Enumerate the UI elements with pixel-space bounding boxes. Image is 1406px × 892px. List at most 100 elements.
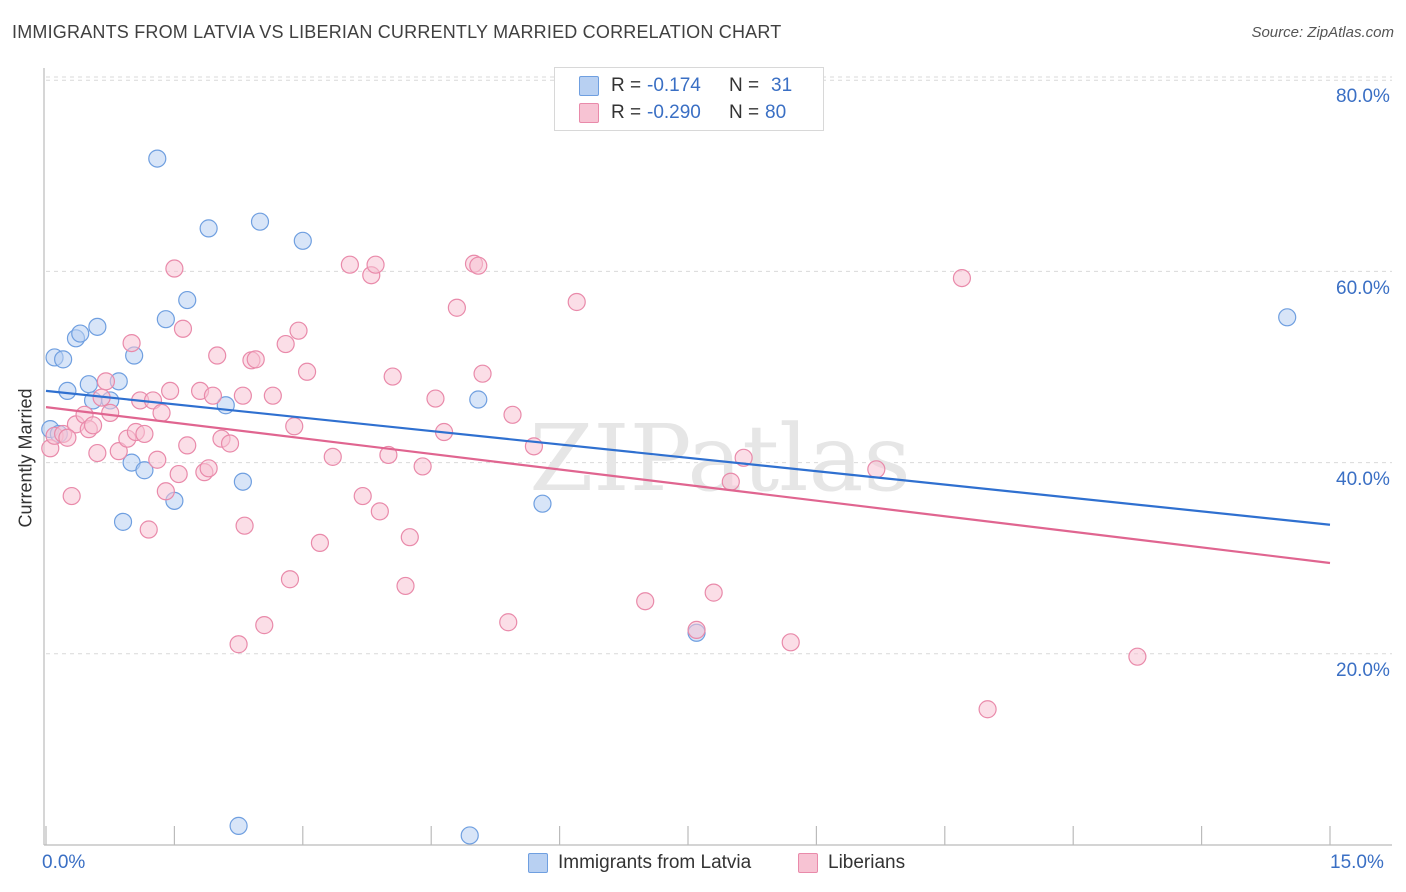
x-tick-max: 15.0% bbox=[1330, 852, 1384, 873]
liberia-point-66 bbox=[567, 292, 586, 312]
liberia-point-11 bbox=[109, 442, 128, 461]
liberia-point-20 bbox=[152, 403, 171, 422]
bottom-legend-latvia: Immigrants from Latvia bbox=[528, 852, 751, 874]
latvia-legend-swatch bbox=[528, 853, 548, 873]
latvia-point-15 bbox=[156, 310, 175, 329]
liberia-point-52 bbox=[379, 445, 398, 465]
latvia-r-value: -0.174 bbox=[647, 75, 701, 96]
legend-row-liberia: R = -0.290 N = 80 bbox=[579, 101, 786, 125]
liberia-point-47 bbox=[340, 255, 359, 274]
latvia-trend-line bbox=[45, 389, 1331, 526]
latvia-point-17 bbox=[178, 290, 197, 310]
liberia-point-9 bbox=[96, 372, 116, 391]
liberia-point-74 bbox=[952, 268, 972, 288]
liberia-point-19 bbox=[148, 450, 167, 469]
liberia-r-label: R = bbox=[611, 102, 642, 123]
liberia-point-77 bbox=[58, 428, 77, 447]
liberia-point-62 bbox=[473, 364, 492, 383]
liberia-point-28 bbox=[199, 459, 218, 478]
y-axis-label: Currently Married bbox=[15, 388, 36, 528]
axes bbox=[43, 68, 1392, 846]
latvia-n-label: N = bbox=[729, 75, 760, 96]
latvia-point-20 bbox=[229, 816, 248, 835]
latvia-legend-label: Immigrants from Latvia bbox=[558, 852, 752, 873]
latvia-r-label: R = bbox=[611, 75, 642, 96]
latvia-point-1 bbox=[54, 350, 73, 369]
y-tick-20: 20.0% bbox=[1336, 660, 1390, 681]
latvia-point-4 bbox=[71, 324, 90, 343]
liberia-n-value: 80 bbox=[765, 102, 787, 123]
latvia-point-18 bbox=[199, 219, 218, 238]
latvia-point-22 bbox=[250, 212, 270, 231]
liberia-point-40 bbox=[276, 334, 295, 354]
liberia-point-50 bbox=[366, 255, 385, 274]
liberia-point-37 bbox=[246, 350, 265, 369]
latvia-point-28 bbox=[1278, 308, 1297, 327]
liberia-point-7 bbox=[88, 443, 107, 463]
liberia-point-13 bbox=[122, 334, 141, 353]
latvia-point-2 bbox=[58, 381, 77, 400]
watermark: ZIPatlas bbox=[529, 405, 910, 512]
liberia-point-54 bbox=[396, 576, 415, 596]
liberia-r-value: -0.290 bbox=[647, 102, 701, 123]
liberia-point-29 bbox=[203, 386, 223, 405]
liberia-point-69 bbox=[704, 583, 723, 602]
liberia-point-55 bbox=[400, 528, 419, 547]
liberia-point-46 bbox=[323, 447, 342, 466]
liberia-point-79 bbox=[161, 381, 180, 400]
trend-lines bbox=[45, 389, 1331, 565]
latvia-point-26 bbox=[533, 494, 552, 513]
liberia-point-25 bbox=[178, 436, 197, 455]
liberia-point-73 bbox=[867, 460, 886, 479]
latvia-point-21 bbox=[233, 472, 252, 491]
liberia-point-75 bbox=[978, 700, 997, 719]
liberia-point-23 bbox=[169, 464, 188, 484]
chart-title: IMMIGRANTS FROM LATVIA VS LIBERIAN CURRE… bbox=[12, 22, 782, 42]
liberia-swatch bbox=[579, 103, 599, 123]
bottom-legend-liberia: Liberians bbox=[798, 852, 905, 874]
liberia-points bbox=[41, 254, 1147, 719]
latvia-point-5 bbox=[79, 375, 98, 394]
liberia-point-51 bbox=[370, 502, 389, 521]
liberia-point-10 bbox=[101, 403, 120, 422]
liberia-point-53 bbox=[383, 367, 402, 386]
liberia-point-71 bbox=[734, 448, 753, 467]
liberia-point-30 bbox=[208, 346, 227, 365]
liberia-point-43 bbox=[289, 321, 308, 340]
liberia-point-21 bbox=[156, 482, 175, 501]
latvia-point-10 bbox=[113, 512, 133, 531]
liberia-point-45 bbox=[310, 533, 330, 553]
liberia-point-78 bbox=[83, 416, 103, 435]
liberia-point-48 bbox=[353, 486, 372, 506]
liberia-point-3 bbox=[62, 486, 81, 506]
liberia-point-38 bbox=[255, 616, 274, 635]
legend-row-latvia: R = -0.174 N = 31 bbox=[579, 74, 792, 98]
y-tick-60: 60.0% bbox=[1336, 278, 1390, 299]
liberia-point-56 bbox=[413, 457, 432, 476]
liberia-trend-line bbox=[45, 406, 1331, 565]
liberia-point-64 bbox=[503, 405, 522, 424]
liberia-n-label: N = bbox=[729, 102, 760, 123]
liberia-point-57 bbox=[426, 389, 445, 408]
liberia-point-32 bbox=[220, 434, 240, 453]
latvia-point-25 bbox=[469, 390, 488, 409]
liberia-legend-swatch bbox=[798, 853, 818, 873]
latvia-point-7 bbox=[88, 317, 107, 336]
latvia-point-23 bbox=[293, 231, 312, 250]
latvia-point-14 bbox=[148, 149, 167, 168]
liberia-point-39 bbox=[263, 386, 282, 405]
liberia-point-76 bbox=[1128, 647, 1147, 666]
liberia-point-70 bbox=[721, 472, 740, 491]
liberia-point-42 bbox=[285, 417, 304, 436]
liberia-point-61 bbox=[469, 256, 488, 275]
liberia-point-41 bbox=[280, 570, 300, 589]
y-tick-80: 80.0% bbox=[1336, 86, 1390, 107]
liberia-point-22 bbox=[165, 259, 184, 278]
liberia-point-72 bbox=[781, 633, 800, 652]
liberia-point-63 bbox=[499, 613, 518, 632]
liberia-point-35 bbox=[235, 516, 254, 535]
x-tick-min: 0.0% bbox=[42, 852, 86, 873]
liberia-point-17 bbox=[139, 520, 158, 539]
source-label: Source: ZipAtlas.com bbox=[1251, 24, 1394, 41]
